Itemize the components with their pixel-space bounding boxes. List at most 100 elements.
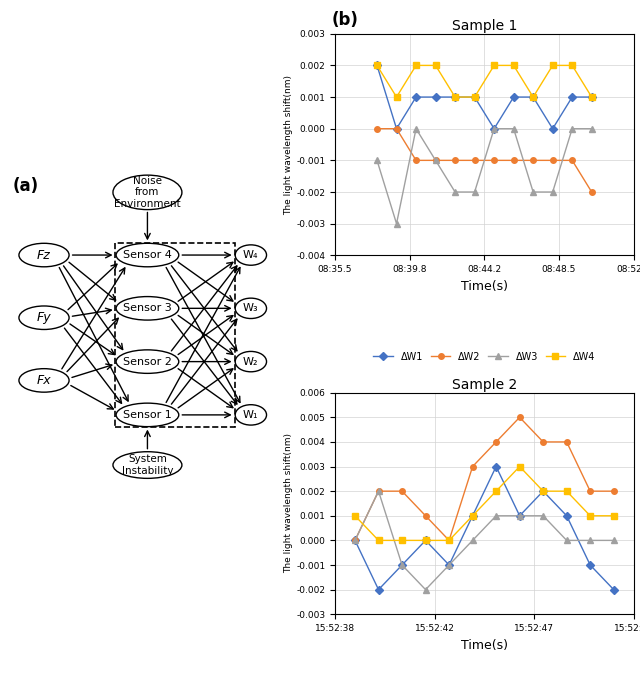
ΔW1 <box>422 537 429 545</box>
ΔW3 <box>445 561 453 569</box>
ΔW4 <box>471 93 479 101</box>
ΔW4 <box>610 512 618 520</box>
ΔW4 <box>510 61 518 70</box>
ΔW4 <box>451 93 459 101</box>
ΔW2 <box>471 157 479 165</box>
Legend: ΔW1, ΔW2, ΔW3, ΔW4: ΔW1, ΔW2, ΔW3, ΔW4 <box>369 348 599 366</box>
ΔW4 <box>445 537 453 545</box>
ΔW1 <box>540 487 547 495</box>
ΔW1 <box>490 125 498 133</box>
Ellipse shape <box>116 403 179 427</box>
Text: W₃: W₃ <box>243 303 259 313</box>
ΔW1 <box>471 93 479 101</box>
ΔW2 <box>445 537 453 545</box>
Title: Sample 1: Sample 1 <box>452 19 517 32</box>
ΔW3 <box>373 157 381 165</box>
ΔW2 <box>516 413 524 421</box>
ΔW3 <box>568 125 576 133</box>
Ellipse shape <box>116 296 179 320</box>
ΔW3 <box>588 125 596 133</box>
ΔW2 <box>422 512 429 520</box>
Ellipse shape <box>235 405 266 425</box>
ΔW4 <box>432 61 440 70</box>
ΔW3 <box>540 512 547 520</box>
ΔW1 <box>492 462 500 470</box>
ΔW2 <box>373 125 381 133</box>
ΔW4 <box>568 61 576 70</box>
ΔW2 <box>398 487 406 495</box>
ΔW4 <box>529 93 537 101</box>
ΔW4 <box>412 61 420 70</box>
Line: ΔW2: ΔW2 <box>352 414 616 543</box>
Ellipse shape <box>19 243 69 267</box>
ΔW1 <box>549 125 557 133</box>
ΔW4 <box>373 61 381 70</box>
ΔW2 <box>610 487 618 495</box>
ΔW2 <box>351 537 359 545</box>
Text: W₂: W₂ <box>243 356 259 367</box>
ΔW3 <box>549 188 557 196</box>
Ellipse shape <box>113 175 182 210</box>
Line: ΔW1: ΔW1 <box>352 464 616 593</box>
ΔW2 <box>492 438 500 446</box>
ΔW3 <box>516 512 524 520</box>
ΔW3 <box>510 125 518 133</box>
ΔW3 <box>422 586 429 594</box>
Line: ΔW4: ΔW4 <box>352 464 616 543</box>
ΔW1 <box>516 512 524 520</box>
Ellipse shape <box>116 243 179 267</box>
ΔW1 <box>610 586 618 594</box>
ΔW4 <box>492 487 500 495</box>
ΔW4 <box>549 61 557 70</box>
Title: Sample 2: Sample 2 <box>452 377 517 392</box>
ΔW4 <box>374 537 382 545</box>
ΔW2 <box>393 125 401 133</box>
Text: Sensor 2: Sensor 2 <box>123 356 172 367</box>
ΔW2 <box>451 157 459 165</box>
ΔW3 <box>351 537 359 545</box>
ΔW4 <box>398 537 406 545</box>
ΔW4 <box>586 512 594 520</box>
Text: Sensor 4: Sensor 4 <box>123 250 172 260</box>
ΔW1 <box>398 561 406 569</box>
ΔW4 <box>393 93 401 101</box>
ΔW1 <box>373 61 381 70</box>
Ellipse shape <box>116 350 179 373</box>
ΔW1 <box>451 93 459 101</box>
ΔW2 <box>529 157 537 165</box>
X-axis label: Time(s): Time(s) <box>461 639 508 651</box>
Line: ΔW3: ΔW3 <box>374 126 595 226</box>
ΔW2 <box>468 462 476 470</box>
ΔW1 <box>374 586 382 594</box>
ΔW1 <box>529 93 537 101</box>
ΔW2 <box>563 438 570 446</box>
ΔW4 <box>563 487 570 495</box>
Text: Fz: Fz <box>37 248 51 261</box>
ΔW2 <box>412 157 420 165</box>
ΔW1 <box>432 93 440 101</box>
ΔW2 <box>510 157 518 165</box>
ΔW4 <box>490 61 498 70</box>
ΔW4 <box>468 512 476 520</box>
ΔW3 <box>610 537 618 545</box>
Text: W₄: W₄ <box>243 250 259 260</box>
Text: W₁: W₁ <box>243 410 259 420</box>
ΔW2 <box>568 157 576 165</box>
ΔW3 <box>490 125 498 133</box>
ΔW2 <box>540 438 547 446</box>
ΔW2 <box>586 487 594 495</box>
Text: Fx: Fx <box>36 374 51 387</box>
ΔW4 <box>422 537 429 545</box>
ΔW1 <box>393 125 401 133</box>
ΔW3 <box>412 125 420 133</box>
ΔW3 <box>398 561 406 569</box>
ΔW1 <box>586 561 594 569</box>
ΔW3 <box>492 512 500 520</box>
ΔW1 <box>445 561 453 569</box>
Ellipse shape <box>235 298 266 319</box>
ΔW2 <box>432 157 440 165</box>
ΔW4 <box>351 512 359 520</box>
Line: ΔW4: ΔW4 <box>374 63 595 100</box>
ΔW1 <box>568 93 576 101</box>
Text: (a): (a) <box>13 177 39 194</box>
